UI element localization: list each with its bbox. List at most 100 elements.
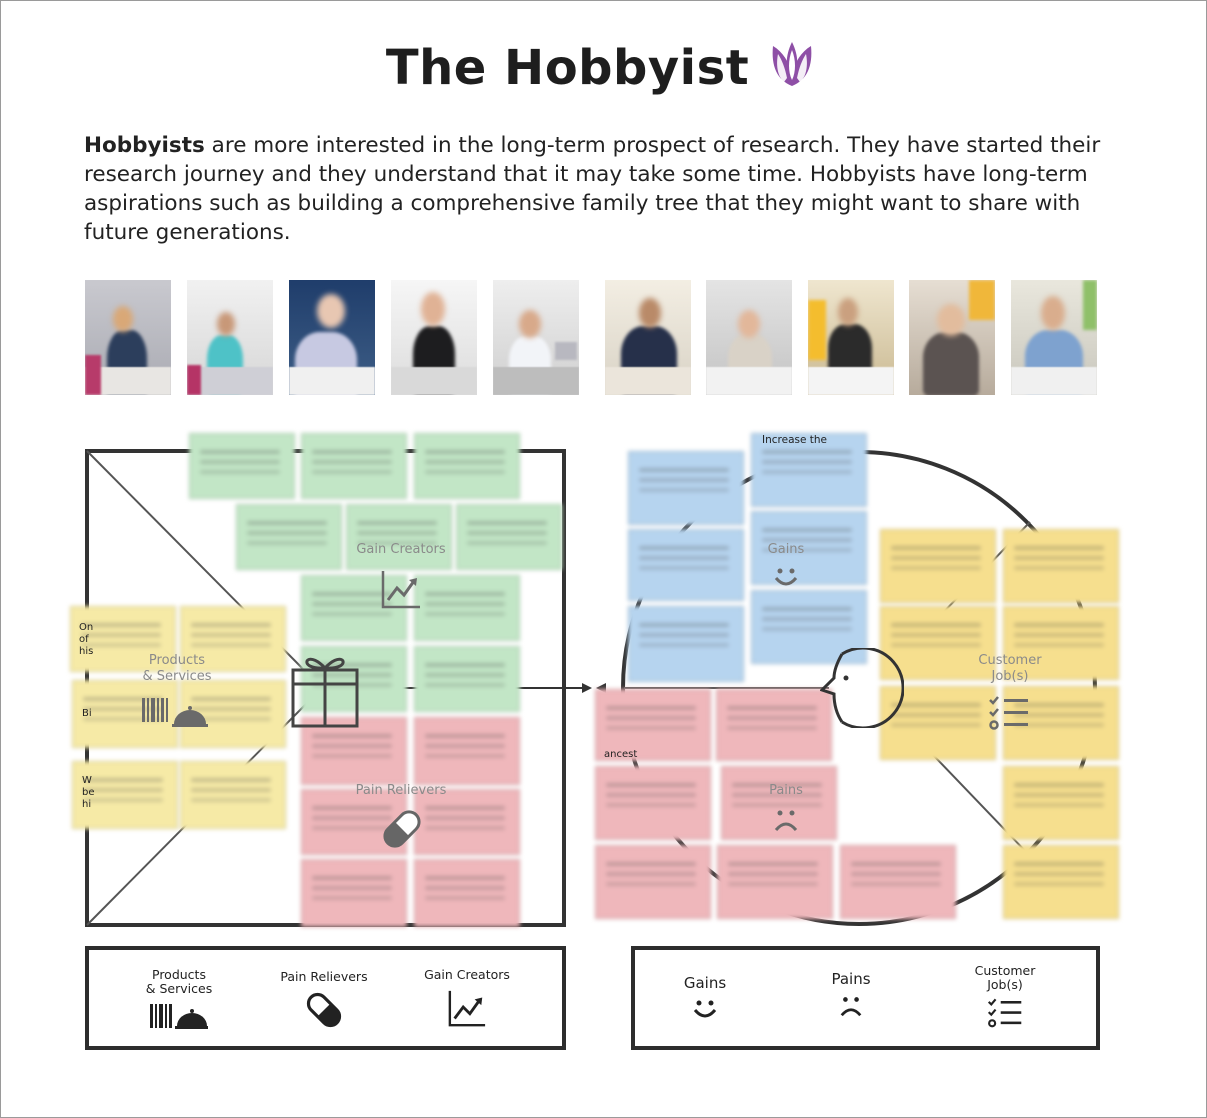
sticky-note — [1003, 529, 1119, 603]
legend-products-l2: & Services — [145, 981, 213, 996]
trending-chart-icon — [381, 571, 420, 609]
sticky-note — [414, 717, 520, 785]
sticky-note — [301, 717, 407, 785]
participant-photo — [289, 280, 375, 395]
smile-icon — [693, 1000, 717, 1018]
checklist-icon — [989, 696, 1028, 730]
pill-icon — [306, 992, 342, 1028]
customer-head-icon — [820, 648, 904, 728]
note-snippet: Increase the — [762, 434, 828, 446]
intro-text: are more interested in the long-term pro… — [84, 133, 1101, 245]
barcode-cloche-icon — [142, 698, 208, 727]
legend-pains: Pains — [811, 970, 891, 1018]
participant-photo — [605, 280, 691, 395]
sticky-note — [628, 606, 744, 682]
legend-gains: Gains — [665, 974, 745, 1022]
label-gain-creators: Gain Creators — [356, 542, 446, 557]
sticky-note — [717, 845, 833, 919]
sticky-note — [880, 529, 996, 603]
note-snippet: his — [79, 646, 94, 657]
sticky-note — [414, 575, 520, 641]
participant-photo — [1011, 280, 1097, 395]
legend-products-l1: Products — [152, 967, 206, 982]
pill-icon — [383, 810, 421, 848]
sticky-note — [180, 606, 286, 672]
sticky-note — [346, 504, 452, 570]
sticky-note — [301, 646, 407, 712]
barcode-cloche-icon — [150, 1004, 208, 1029]
label-pains: Pains — [769, 783, 803, 798]
legend-gains-text: Gains — [683, 974, 727, 992]
legend-pain-relievers: Pain Relievers — [269, 970, 379, 1030]
note-snippet: Bi — [82, 708, 92, 719]
label-customer-jobs: Customer Job(s) — [960, 653, 1060, 685]
sticky-note — [751, 433, 867, 507]
sticky-note — [189, 433, 295, 499]
label-customer-jobs-l2: Job(s) — [991, 669, 1029, 684]
sticky-note — [180, 761, 286, 829]
gift-icon — [291, 657, 359, 728]
sticky-note — [456, 504, 562, 570]
label-products: Products & Services — [120, 653, 234, 685]
sticky-note — [414, 859, 520, 927]
sticky-note — [236, 504, 342, 570]
value-map-legend: Products & Services Pain Relievers Gain C… — [85, 946, 566, 1050]
sticky-note — [301, 433, 407, 499]
trending-chart-icon — [448, 990, 486, 1027]
sticky-note — [414, 433, 520, 499]
smile-icon — [774, 568, 798, 586]
note-snippet: W — [82, 775, 92, 786]
sticky-note — [628, 451, 744, 525]
sticky-note — [72, 680, 178, 748]
sticky-note — [595, 689, 711, 761]
label-gains: Gains — [767, 542, 805, 557]
sticky-note — [595, 766, 711, 840]
sticky-note — [414, 789, 520, 855]
label-products-l2: & Services — [142, 669, 212, 684]
sticky-note — [1003, 845, 1119, 919]
intro-paragraph: Hobbyists are more interested in the lon… — [84, 131, 1124, 247]
participant-photo — [85, 280, 171, 395]
note-snippet: be — [82, 787, 95, 798]
sticky-note — [1003, 766, 1119, 840]
label-customer-jobs-l1: Customer — [978, 653, 1042, 668]
participant-photo — [391, 280, 477, 395]
intro-bold: Hobbyists — [84, 133, 205, 158]
frown-icon — [840, 997, 862, 1017]
legend-customer-jobs-l2: Job(s) — [987, 977, 1023, 992]
page-title-text: The Hobbyist — [385, 40, 750, 96]
legend-pain-relievers-text: Pain Relievers — [280, 969, 368, 984]
sticky-note — [1003, 606, 1119, 680]
participant-photo — [706, 280, 792, 395]
participant-photo — [808, 280, 894, 395]
legend-gain-creators: Gain Creators — [409, 968, 525, 1028]
sticky-note — [880, 606, 996, 680]
frown-icon — [774, 810, 798, 832]
note-snippet: ancest — [604, 749, 638, 760]
note-snippet: On — [79, 622, 94, 633]
note-snippet: hi — [82, 799, 92, 810]
sticky-note — [880, 686, 996, 760]
sticky-note — [716, 689, 832, 761]
page-title: The Hobbyist — [0, 40, 1207, 96]
legend-customer-jobs: Customer Job(s) — [957, 964, 1053, 1028]
sticky-note — [72, 761, 178, 829]
note-snippet: of — [79, 634, 89, 645]
label-pain-relievers: Pain Relievers — [355, 783, 447, 798]
participant-photo — [909, 280, 995, 395]
sticky-note — [751, 511, 867, 585]
sticky-note — [595, 845, 711, 919]
legend-products-services: Products & Services — [129, 968, 229, 1032]
participant-photo — [493, 280, 579, 395]
participant-photo-strip — [85, 280, 1100, 395]
legend-pains-text: Pains — [831, 970, 871, 988]
sticky-note — [301, 859, 407, 927]
sticky-note — [414, 646, 520, 712]
sticky-note — [628, 529, 744, 601]
label-products-l1: Products — [148, 653, 206, 668]
checklist-icon — [987, 998, 1022, 1028]
sticky-note — [70, 606, 176, 672]
sticky-note — [1003, 686, 1119, 760]
sticky-note — [840, 845, 956, 919]
lotus-logo-icon — [772, 42, 812, 86]
